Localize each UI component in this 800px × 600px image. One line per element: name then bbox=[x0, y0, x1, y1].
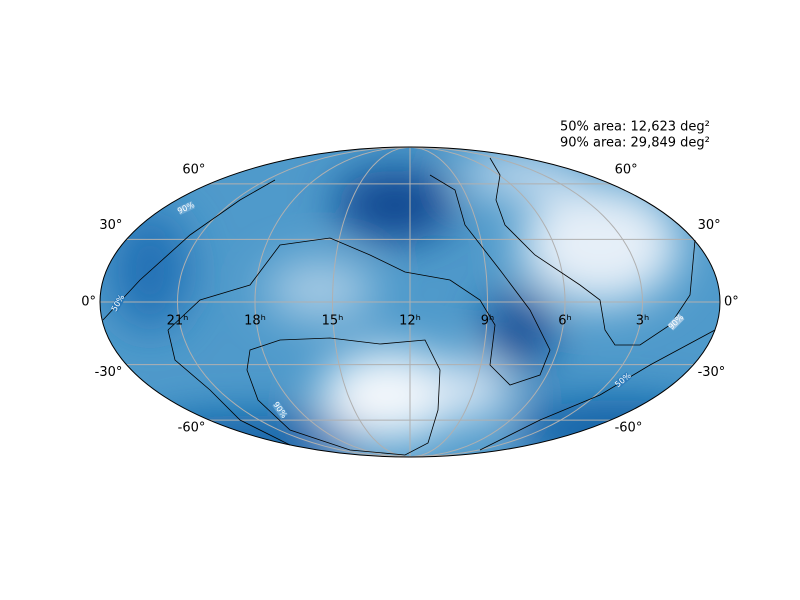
ra-tick-label: 15ʰ bbox=[322, 314, 344, 329]
dec-tick-label: 0° bbox=[724, 295, 739, 310]
dec-tick-label: -60° bbox=[178, 421, 206, 436]
contour-label-bg bbox=[177, 200, 195, 216]
contour-label-bg bbox=[614, 371, 632, 389]
ra-tick-label: 3ʰ bbox=[636, 314, 650, 329]
dec-tick-label: 30° bbox=[99, 218, 122, 233]
contour-50 bbox=[102, 179, 276, 321]
contour-label-bg bbox=[667, 313, 685, 331]
probability-map bbox=[100, 147, 720, 457]
labels: 60° 60° 30° 30° 0° 0° -30° -30° -60° -60° 21ʰ 18ʰ 15… bbox=[81, 162, 739, 435]
contour-50 bbox=[479, 329, 716, 451]
contour-label-bg bbox=[272, 401, 288, 419]
dec-tick-label: -30° bbox=[95, 365, 123, 380]
grid-line bbox=[409, 146, 566, 458]
grid-line bbox=[409, 146, 644, 458]
contour-90 bbox=[246, 337, 441, 456]
contours bbox=[102, 157, 716, 456]
ra-tick-label: 18ʰ bbox=[244, 314, 266, 329]
dec-tick-label: -30° bbox=[698, 365, 726, 380]
contour-90 bbox=[167, 329, 291, 446]
dec-tick-label: -60° bbox=[615, 421, 643, 436]
ra-tick-label: 12ʰ bbox=[399, 314, 421, 329]
sky-border bbox=[99, 146, 721, 458]
contour-label-bg bbox=[110, 294, 126, 312]
grid-line bbox=[176, 146, 411, 458]
ra-tick-label: 21ʰ bbox=[167, 314, 189, 329]
dec-tick-label: 60° bbox=[615, 162, 638, 177]
grid-line bbox=[254, 146, 411, 458]
dec-tick-label: 30° bbox=[698, 218, 721, 233]
dec-tick-label: 60° bbox=[182, 162, 205, 177]
ra-tick-label: 6ʰ bbox=[558, 314, 572, 329]
annotation: 50% area: 12,623 deg² bbox=[560, 120, 710, 135]
annotation: 90% area: 29,849 deg² bbox=[560, 136, 710, 151]
contour-90 bbox=[167, 174, 551, 386]
dec-tick-label: 0° bbox=[81, 295, 96, 310]
graticule bbox=[100, 146, 720, 458]
grid-line bbox=[331, 146, 411, 458]
grid-line bbox=[409, 146, 489, 458]
ra-tick-label: 9ʰ bbox=[481, 314, 495, 329]
